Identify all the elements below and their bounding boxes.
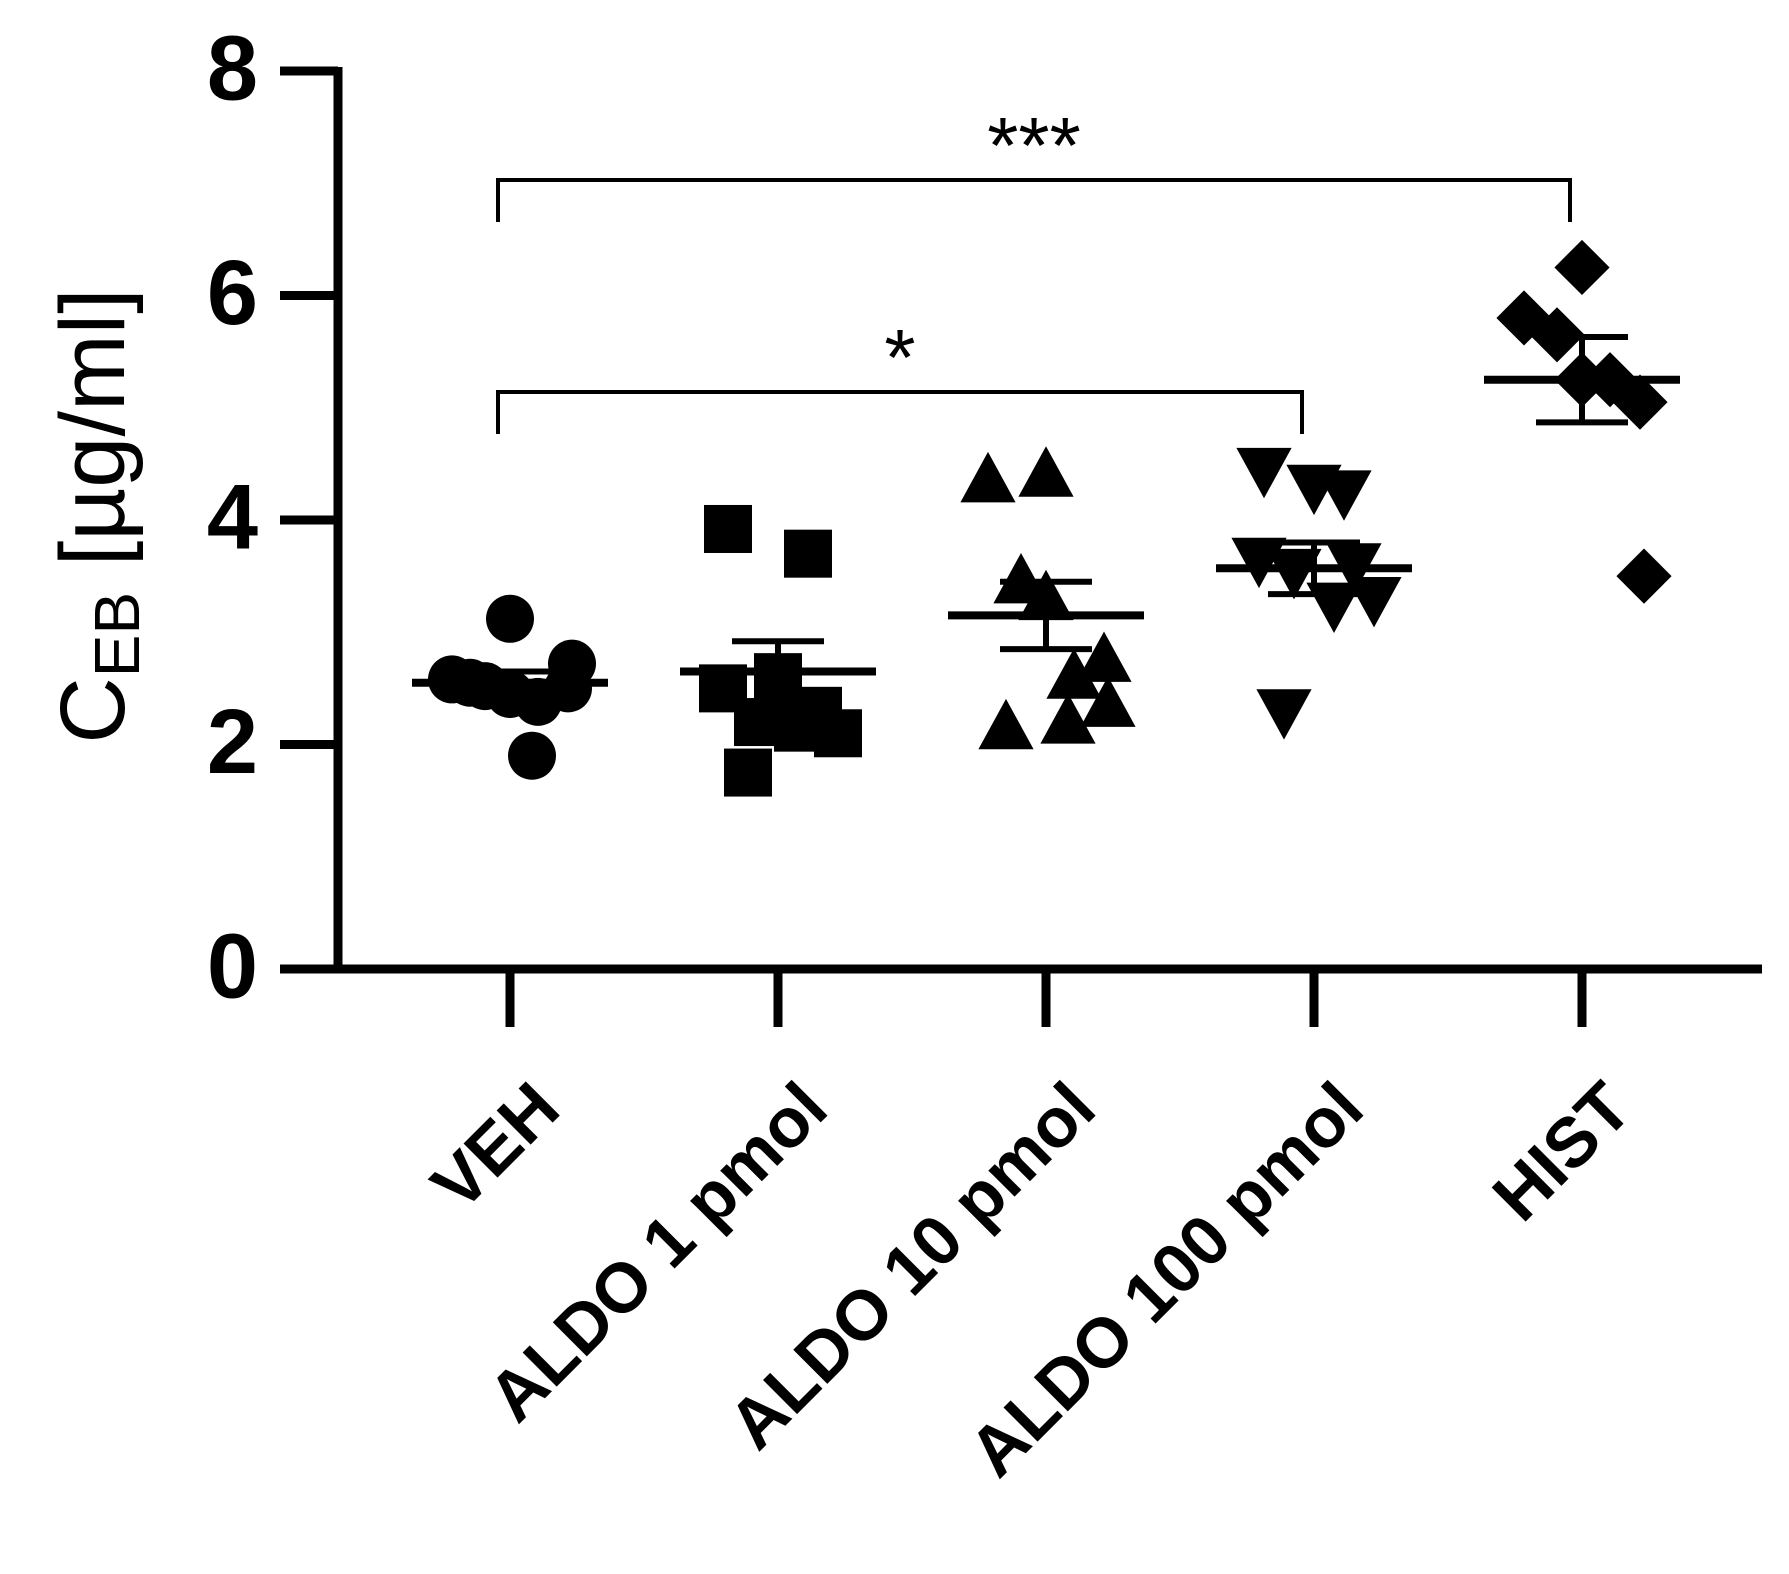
y-axis-label: CEB [µg/ml] bbox=[42, 288, 153, 743]
point bbox=[774, 703, 822, 752]
y-tick-label: 8 bbox=[207, 17, 258, 119]
point bbox=[1616, 548, 1672, 604]
point bbox=[1236, 447, 1292, 499]
y-label-unit: [µg/ml] bbox=[42, 288, 144, 592]
x-tick-label: VEH bbox=[417, 1068, 574, 1225]
point bbox=[1286, 464, 1342, 516]
point bbox=[784, 529, 832, 578]
significance-label: *** bbox=[987, 101, 1080, 190]
point bbox=[1612, 374, 1668, 430]
x-tick-label: HIST bbox=[1478, 1068, 1646, 1236]
y-tick-label: 2 bbox=[207, 691, 258, 793]
point bbox=[486, 594, 534, 643]
point bbox=[1046, 648, 1102, 699]
significance-bracket bbox=[496, 178, 1572, 222]
point bbox=[1346, 576, 1402, 628]
y-tick-label: 4 bbox=[207, 466, 258, 568]
y-label-main: C bbox=[42, 677, 144, 743]
point bbox=[508, 731, 556, 780]
y-tick-label: 6 bbox=[207, 242, 258, 344]
point bbox=[1040, 693, 1096, 744]
point bbox=[960, 451, 1016, 503]
point bbox=[1080, 676, 1136, 727]
point bbox=[1256, 689, 1312, 740]
y-tick-label: 0 bbox=[207, 915, 258, 1017]
point bbox=[1076, 631, 1132, 682]
point bbox=[978, 698, 1034, 750]
y-label-sub: EB bbox=[81, 592, 153, 677]
point bbox=[1496, 290, 1552, 346]
point bbox=[548, 639, 596, 688]
point bbox=[1266, 548, 1322, 600]
point bbox=[1554, 239, 1610, 296]
point bbox=[1018, 446, 1074, 497]
point bbox=[724, 748, 772, 797]
significance-bracket bbox=[496, 390, 1304, 434]
point bbox=[704, 504, 752, 553]
significance-label: * bbox=[884, 313, 915, 402]
